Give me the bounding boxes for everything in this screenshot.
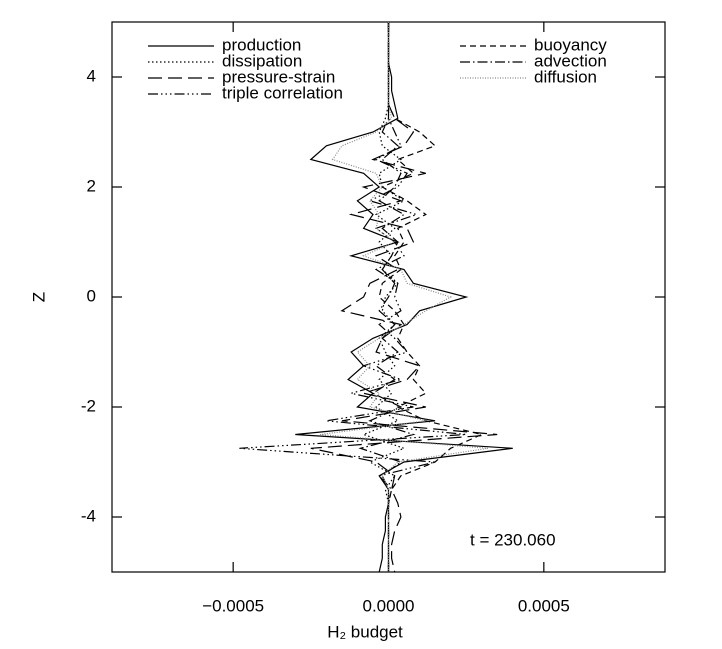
x-tick-label: 0.0005 — [518, 596, 570, 615]
legend-label: advection — [534, 51, 607, 70]
legend-label: diffusion — [534, 67, 597, 86]
y-tick-label: 4 — [87, 66, 96, 85]
series-line — [320, 22, 488, 572]
series-line — [361, 22, 406, 572]
series-line — [239, 22, 467, 572]
y-tick-label: 0 — [87, 286, 96, 305]
x-tick-label: −0.0005 — [202, 596, 264, 615]
legend-label: production — [222, 35, 301, 54]
x-tick-label: 0.0000 — [363, 596, 415, 615]
y-tick-label: 2 — [87, 176, 96, 195]
y-tick-label: -4 — [81, 506, 96, 525]
x-axis-label: H₂ budget — [327, 622, 403, 641]
series-line — [310, 22, 498, 573]
series-line — [378, 22, 484, 572]
legend-label: pressure-strain — [222, 67, 335, 86]
series-line — [358, 22, 416, 572]
y-tick-label: -2 — [81, 396, 96, 415]
legend-label: triple correlation — [222, 83, 343, 102]
annotation: t = 230.060 — [470, 530, 556, 549]
legend-label: buoyancy — [534, 35, 607, 54]
series-line — [295, 22, 513, 573]
legend-label: dissipation — [222, 51, 302, 70]
y-axis-label: Z — [29, 292, 48, 302]
